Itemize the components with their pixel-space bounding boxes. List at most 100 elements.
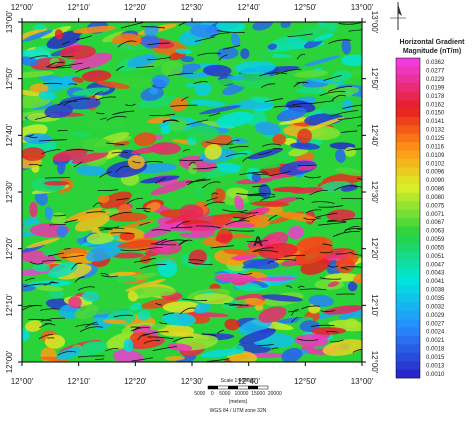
colorbar-cell (396, 184, 420, 193)
colorbar-cell (396, 66, 420, 75)
colorbar-label: 0.0080 (426, 195, 445, 201)
colorbar-label: 0.0086 (426, 187, 445, 193)
colorbar-cell (396, 353, 420, 362)
longitude-label: 12°20' (124, 3, 147, 12)
colorbar-cell (396, 142, 420, 151)
colorbar-label: 0.0075 (426, 203, 445, 209)
colorbar-cell (396, 167, 420, 176)
lineament (362, 229, 378, 235)
colorbar-cell (396, 361, 420, 370)
latitude-label: 12°10' (370, 294, 379, 317)
colorbar-cell (396, 176, 420, 185)
colorbar-label: 0.0043 (426, 271, 445, 277)
colorbar-label: 0.0024 (426, 330, 445, 336)
latitude-label: 12°50' (5, 67, 14, 90)
colorbar-cell (396, 260, 420, 269)
latitude-label: 12°00' (5, 350, 14, 373)
colorbar-cell (396, 302, 420, 311)
colorbar-cell (396, 100, 420, 109)
longitude-label: 12°30' (181, 377, 204, 386)
raster-blob (83, 341, 107, 350)
longitude-label: 12°50' (294, 377, 317, 386)
projection: WGS 84 / UTM zone 32N (210, 408, 267, 414)
colorbar-cell (396, 285, 420, 294)
colorbar-cell (396, 109, 420, 118)
longitude-label: 12°40' (237, 377, 260, 386)
latitude-label: 13°00' (5, 10, 14, 33)
north-arrow (390, 2, 406, 30)
colorbar-label: 0.0018 (426, 347, 445, 353)
longitude-label: 12°10' (67, 377, 90, 386)
lineament (98, 228, 124, 229)
latitude-label: 13°00' (370, 11, 379, 34)
legend-title: Horizontal Gradient (400, 39, 466, 46)
colorbar-label: 0.0141 (426, 119, 445, 125)
longitude-label: 12°40' (237, 3, 260, 12)
colorbar-label: 0.0027 (426, 321, 445, 327)
colorbar-cell (396, 159, 420, 168)
colorbar-cell (396, 336, 420, 345)
longitude-label: 12°50' (294, 3, 317, 12)
colorbar-cell (396, 370, 420, 379)
colorbar-cell (396, 311, 420, 320)
latitude-label: 12°40' (5, 124, 14, 147)
longitude-label: 12°00' (11, 377, 34, 386)
latitude-label: 12°20' (370, 237, 379, 260)
colorbar-label: 0.0051 (426, 254, 445, 260)
colorbar-label: 0.0059 (426, 237, 445, 243)
colorbar-label: 0.0229 (426, 77, 445, 83)
lineament (362, 175, 384, 177)
colorbar-label: 0.0132 (426, 128, 445, 134)
colorbar-cell (396, 269, 420, 278)
latitude-label: 12°30' (5, 180, 14, 203)
raster-blob (44, 181, 69, 186)
colorbar-label: 0.0178 (426, 94, 445, 100)
colorbar-cell (396, 58, 420, 67)
scale-units: (meters) (229, 399, 248, 405)
latitude-label: 12°40' (370, 124, 379, 147)
lineament (362, 120, 370, 121)
raster-blob (142, 34, 160, 48)
colorbar-label: 0.0015 (426, 355, 445, 361)
colorbar-cell (396, 92, 420, 101)
annotation: A (253, 233, 263, 249)
colorbar-label: 0.0021 (426, 338, 445, 344)
longitude-label: 12°30' (181, 3, 204, 12)
colorbar-label: 0.0090 (426, 178, 445, 184)
colorbar-label: 0.0055 (426, 245, 445, 251)
colorbar-cell (396, 201, 420, 210)
colorbar-label: 0.0038 (426, 288, 445, 294)
raster-blob (29, 202, 37, 217)
longitude-label: 12°20' (124, 377, 147, 386)
colorbar-label: 0.0362 (426, 60, 445, 66)
colorbar-cell (396, 252, 420, 261)
colorbar-label: 0.0116 (426, 144, 445, 150)
colorbar-label: 0.0035 (426, 296, 445, 302)
colorbar-cell (396, 277, 420, 286)
colorbar-cell (396, 75, 420, 84)
colorbar: 0.03620.02770.02290.01990.01780.01620.01… (396, 58, 445, 378)
colorbar-label: 0.0032 (426, 304, 445, 310)
colorbar-label: 0.0102 (426, 161, 445, 167)
longitude-label: 12°00' (11, 3, 34, 12)
colorbar-cell (396, 134, 420, 143)
colorbar-label: 0.0067 (426, 220, 445, 226)
colorbar-cell (396, 319, 420, 328)
colorbar-label: 0.0150 (426, 111, 445, 117)
latitude-label: 12°30' (370, 181, 379, 204)
colorbar-label: 0.0041 (426, 279, 445, 285)
colorbar-cell (396, 294, 420, 303)
colorbar-cell (396, 243, 420, 252)
colorbar-label: 0.0010 (426, 372, 445, 378)
colorbar-cell (396, 226, 420, 235)
latitude-label: 12°10' (5, 294, 14, 317)
colorbar-cell (396, 151, 420, 160)
colorbar-label: 0.0013 (426, 363, 445, 369)
longitude-label: 12°10' (67, 3, 90, 12)
scale-ticks: 5000 0 5000 10000 15000 20000 (194, 391, 282, 397)
colorbar-label: 0.0109 (426, 153, 445, 159)
colorbar-cell (396, 83, 420, 92)
legend-title: Magnitude (nT/m) (403, 48, 461, 55)
colorbar-cell (396, 193, 420, 202)
